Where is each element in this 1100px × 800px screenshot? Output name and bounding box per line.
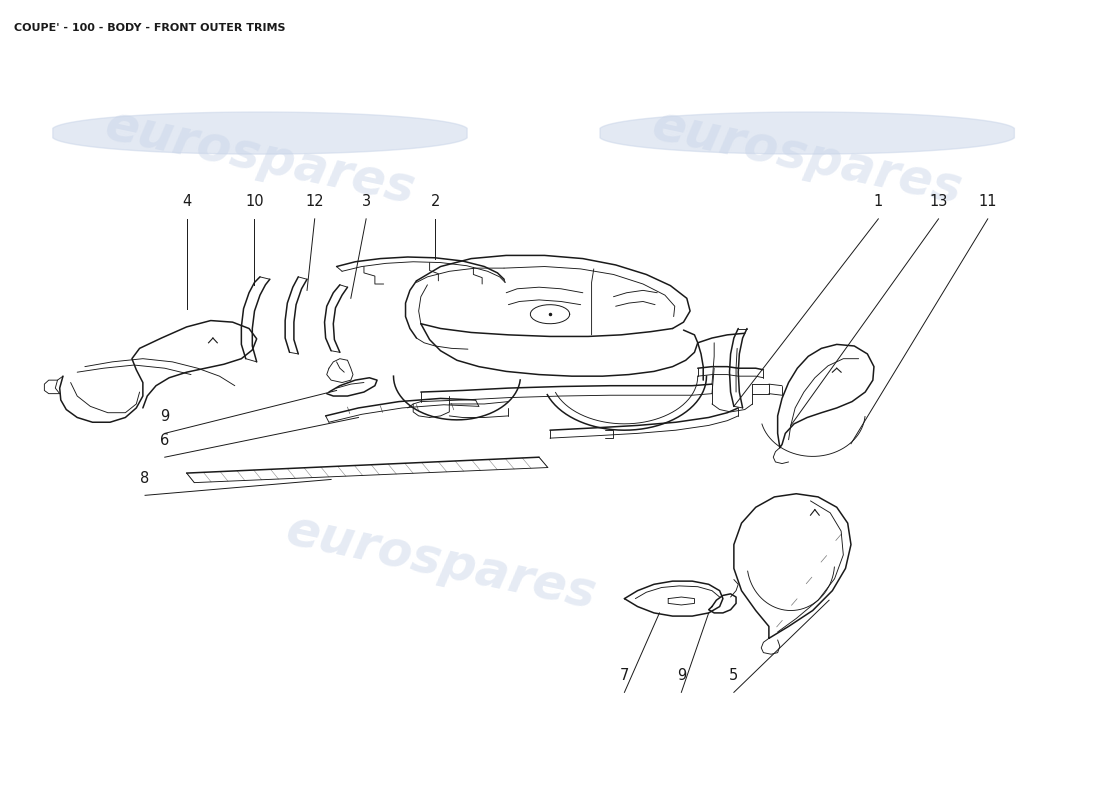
Text: 12: 12	[306, 194, 324, 210]
Text: eurospares: eurospares	[100, 102, 419, 214]
Text: 5: 5	[729, 668, 738, 683]
Text: 10: 10	[245, 194, 264, 210]
Text: eurospares: eurospares	[648, 102, 967, 214]
Text: 2: 2	[430, 194, 440, 210]
Text: 1: 1	[873, 194, 883, 210]
Text: 9: 9	[161, 409, 169, 424]
Text: 7: 7	[619, 668, 629, 683]
Text: 13: 13	[930, 194, 948, 210]
Polygon shape	[53, 112, 468, 154]
Text: eurospares: eurospares	[280, 506, 601, 619]
Text: 4: 4	[182, 194, 191, 210]
Text: 3: 3	[362, 194, 371, 210]
Text: 8: 8	[141, 470, 150, 486]
Text: COUPE' - 100 - BODY - FRONT OUTER TRIMS: COUPE' - 100 - BODY - FRONT OUTER TRIMS	[13, 22, 285, 33]
Polygon shape	[600, 112, 1014, 154]
Text: 6: 6	[161, 433, 169, 448]
Text: 11: 11	[979, 194, 997, 210]
Text: 9: 9	[676, 668, 686, 683]
